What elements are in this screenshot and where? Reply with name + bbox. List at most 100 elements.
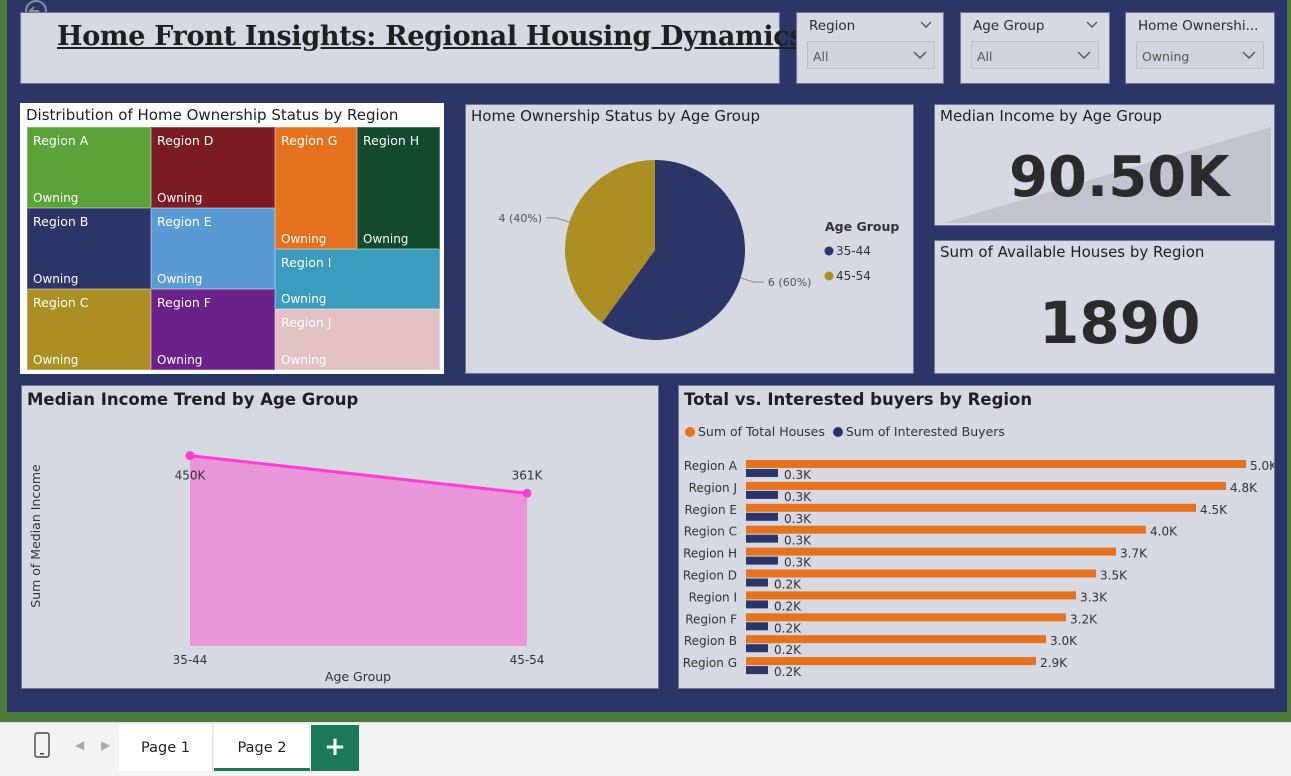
bar-chart-title: Total vs. Interested buyers by Region [684, 390, 1033, 409]
bar-interested-buyers[interactable] [746, 469, 778, 477]
tab-label: Page 1 [141, 740, 190, 756]
pie-legend-title: Age Group [825, 219, 899, 234]
bar-interested-buyers[interactable] [746, 534, 778, 543]
bar-total-houses[interactable] [746, 569, 1096, 578]
pie-slice[interactable] [565, 160, 655, 323]
kpi-income-title: Median Income by Age Group [940, 107, 1162, 125]
bar-chart[interactable]: Region A 5.0K 0.3K Region J 4.8K 0.3K Region E… [679, 386, 1274, 688]
slicer-age-group[interactable]: Age Group All [960, 12, 1110, 84]
pie-legend-label: 35-44 [836, 244, 871, 258]
mobile-layout-icon[interactable] [32, 731, 52, 759]
area-chart-panel: Median Income Trend by Age Group 450K 35-… [21, 385, 659, 689]
treemap-region-label: Region D [157, 133, 214, 148]
add-page-label: + [324, 732, 346, 762]
treemap-region-label: Region I [281, 255, 332, 270]
treemap-region-label: Region H [363, 133, 420, 148]
bar-total-houses[interactable] [746, 460, 1246, 468]
treemap-cell[interactable]: Region J Owning [275, 309, 440, 370]
area-fill [190, 455, 527, 646]
treemap-region-label: Region A [33, 133, 89, 148]
bar-interested-buyers[interactable] [746, 666, 768, 675]
legend-item[interactable]: Sum of Total Houses [685, 424, 825, 439]
bar-data-label: 3.2K [1070, 612, 1098, 626]
slicer-label: Age Group [973, 18, 1045, 34]
slicer-dropdown[interactable]: All [807, 41, 935, 69]
title-panel: Home Front Insights: Regional Housing Dy… [20, 12, 805, 84]
treemap-status-label: Owning [33, 191, 79, 205]
treemap-status-label: Owning [157, 191, 203, 205]
slicer-dropdown[interactable]: All [971, 41, 1099, 69]
bar-data-label: 0.3K [784, 490, 812, 504]
slicer-home-ownership[interactable]: Home Ownershi... Owning [1125, 12, 1275, 84]
kpi-houses-title: Sum of Available Houses by Region [940, 243, 1205, 261]
legend-dot [824, 246, 834, 256]
bar-total-houses[interactable] [746, 613, 1066, 622]
treemap-region-label: Region F [157, 295, 211, 310]
treemap-panel: Distribution of Home Ownership Status by… [20, 103, 444, 374]
bar-total-houses[interactable] [746, 635, 1046, 644]
treemap-cell[interactable]: Region C Owning [27, 289, 151, 370]
legend-label: Sum of Total Houses [698, 424, 825, 439]
treemap-region-label: Region B [33, 214, 89, 229]
bar-total-houses[interactable] [746, 525, 1146, 534]
tab-page-1[interactable]: Page 1 [119, 725, 213, 771]
treemap-title: Distribution of Home Ownership Status by… [26, 106, 399, 124]
pie-leader-line [740, 277, 764, 283]
x-tick-label: 35-44 [173, 653, 208, 667]
slicer-region[interactable]: Region All [796, 12, 944, 84]
treemap-cell[interactable]: Region B Owning [27, 208, 151, 289]
treemap-cell[interactable]: Region A Owning [27, 127, 151, 208]
tab-label: Page 2 [237, 740, 287, 756]
bar-interested-buyers[interactable] [746, 512, 778, 521]
treemap-cell[interactable]: Region F Owning [151, 289, 275, 370]
treemap-cell[interactable]: Region D Owning [151, 127, 275, 208]
tab-page-2[interactable]: Page 2 [214, 725, 310, 771]
slicer-label: Region [809, 18, 856, 34]
area-point[interactable] [522, 488, 532, 498]
y-tick-label: Region J [689, 481, 737, 495]
bar-total-houses[interactable] [746, 547, 1116, 556]
legend-item[interactable]: Sum of Interested Buyers [832, 424, 1005, 439]
pie-chart[interactable]: 6 (60%) 4 (40%) Age Group 35-44 45-54 [466, 131, 913, 371]
bar-interested-buyers[interactable] [746, 622, 768, 631]
y-tick-label: Region D [683, 569, 737, 583]
legend-dot [824, 271, 834, 281]
treemap-cell[interactable]: Region I Owning [275, 249, 440, 309]
bar-interested-buyers[interactable] [746, 644, 768, 653]
kpi-income-panel: Median Income by Age Group 90.50K [934, 104, 1275, 226]
chevron-down-icon[interactable] [919, 18, 933, 32]
x-axis-label: Age Group [325, 669, 391, 684]
treemap[interactable]: Region A Owning Region D Owning Region G Owni… [27, 127, 440, 370]
bar-total-houses[interactable] [746, 503, 1196, 512]
treemap-cell[interactable]: Region H Owning [357, 127, 440, 249]
treemap-cell[interactable]: Region E Owning [151, 208, 275, 289]
bar-interested-buyers[interactable] [746, 600, 768, 609]
bar-interested-buyers[interactable] [746, 490, 778, 499]
pie-slice[interactable] [602, 160, 745, 341]
bar-total-houses[interactable] [746, 657, 1036, 666]
slicer-dropdown[interactable]: Owning [1136, 41, 1264, 69]
bar-data-label: 3.7K [1120, 547, 1148, 561]
bar-interested-buyers[interactable] [746, 578, 768, 587]
bar-data-label: 2.9K [1040, 656, 1068, 670]
bar-total-houses[interactable] [746, 591, 1076, 600]
bar-data-label: 0.2K [774, 599, 802, 613]
treemap-status-label: Owning [33, 353, 79, 367]
prev-page-icon[interactable]: ◀ [75, 738, 85, 752]
treemap-region-label: Region C [33, 295, 89, 310]
kpi-houses-panel: Sum of Available Houses by Region 1890 [934, 240, 1275, 374]
bar-data-label: 0.2K [774, 578, 802, 592]
next-page-icon[interactable]: ▶ [101, 738, 111, 752]
bar-data-label: 0.3K [784, 534, 812, 548]
add-page-button[interactable]: + [311, 725, 359, 771]
area-chart-title: Median Income Trend by Age Group [27, 390, 359, 409]
treemap-cell[interactable]: Region G Owning [275, 127, 357, 249]
bar-interested-buyers[interactable] [746, 556, 778, 565]
slicer-value: All [813, 49, 829, 64]
chevron-down-icon[interactable] [1085, 18, 1099, 32]
area-point[interactable] [185, 451, 195, 461]
treemap-status-label: Owning [157, 353, 203, 367]
bar-total-houses[interactable] [746, 481, 1226, 490]
bar-data-label: 4.0K [1150, 525, 1178, 539]
area-chart[interactable]: 450K 35-44 361K 45-54 Age Group Sum of Median… [22, 386, 658, 688]
